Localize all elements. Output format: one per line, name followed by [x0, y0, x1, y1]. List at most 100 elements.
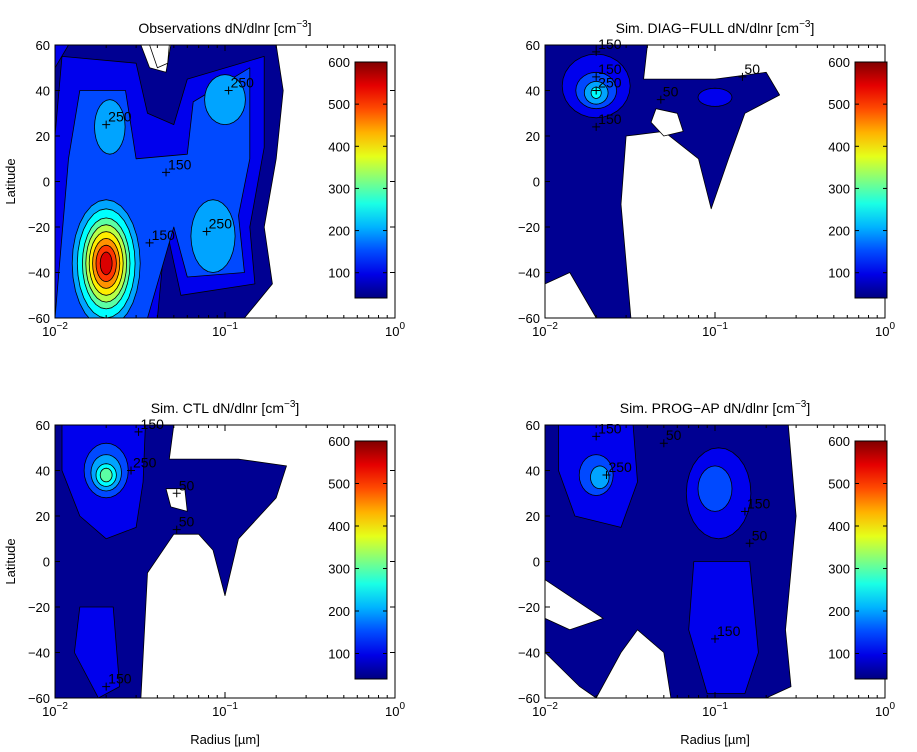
contour-gap: [545, 579, 604, 631]
contour-fills: [55, 425, 287, 698]
x-tick-label: 100: [875, 701, 895, 719]
y-tick-label: −20: [518, 600, 540, 615]
contour-fill-100: [688, 561, 759, 694]
y-tick-label: −20: [28, 220, 50, 235]
y-tick-label: 60: [36, 418, 50, 433]
contour-marker: [659, 439, 668, 448]
y-tick-label: 40: [36, 464, 50, 479]
colorbar-tick-label: 500: [828, 97, 850, 112]
contour-marker: [656, 95, 665, 104]
x-tick-label: 100: [385, 701, 405, 719]
colorbar-tick-label: 600: [828, 55, 850, 70]
y-tick-label: −20: [518, 220, 540, 235]
contour-label: 250: [608, 459, 632, 475]
contour-marker: [102, 120, 111, 129]
contour-label: 150: [141, 416, 165, 432]
contour-fills: [55, 45, 284, 318]
contour-marker: [127, 466, 136, 475]
colorbar-tick-label: 100: [828, 266, 850, 281]
contour-label: 150: [747, 495, 771, 511]
colorbar-tick-label: 100: [828, 647, 850, 662]
contour-fill-100: [74, 606, 120, 698]
contour-label: 50: [179, 514, 195, 530]
contour-marker: [592, 86, 601, 95]
y-tick-label: −40: [28, 646, 50, 661]
colorbar-tick-label: 200: [328, 224, 350, 239]
panel-title: Observations dN/dlnr [cm−3]: [138, 19, 311, 36]
contour-marker: [740, 507, 749, 516]
contour-marker: [711, 634, 719, 643]
y-axis-label: Latitude: [3, 158, 18, 204]
y-tick-label: −60: [518, 691, 540, 706]
contour-marker: [592, 122, 601, 131]
y-tick-label: 40: [36, 84, 50, 99]
y-tick-label: 60: [36, 38, 50, 53]
x-tick-label: 10−1: [702, 701, 728, 719]
contour-marker: [738, 72, 747, 81]
contour-label: 150: [152, 227, 176, 243]
y-tick-label: 20: [526, 129, 540, 144]
contour-marker: [224, 86, 233, 95]
contour-fill-200: [94, 99, 126, 155]
contour-label: 150: [717, 623, 741, 639]
colorbar-tick-label: 200: [828, 604, 850, 619]
y-tick-label: 40: [526, 84, 540, 99]
contour-label: 250: [209, 216, 233, 232]
colorbar-tick-label: 200: [328, 604, 350, 619]
y-tick-label: 60: [526, 38, 540, 53]
colorbar-tick-label: 400: [328, 139, 350, 154]
y-tick-label: 60: [526, 418, 540, 433]
colorbar-tick-label: 200: [828, 224, 850, 239]
colorbar-tick-label: 100: [328, 647, 350, 662]
colorbar-tick-label: 400: [828, 139, 850, 154]
colorbar-tick-label: 400: [328, 519, 350, 534]
colorbar: [354, 440, 388, 680]
contour-marker: [202, 227, 211, 236]
colorbar: [354, 61, 388, 299]
contour-marker: [162, 168, 171, 177]
contour-marker: [172, 525, 181, 534]
contour-label: 250: [133, 455, 157, 471]
contour-label: 150: [598, 111, 622, 127]
contour-marker: [602, 471, 611, 480]
y-tick-label: 0: [43, 555, 50, 570]
x-tick-label: 10−1: [702, 321, 728, 339]
contour-fills: [545, 425, 797, 698]
colorbar-tick-label: 600: [328, 55, 350, 70]
contour-label: 50: [663, 84, 679, 100]
colorbar-tick-label: 500: [328, 477, 350, 492]
contour-marker: [145, 238, 154, 247]
contour-fill-200: [190, 199, 236, 273]
y-tick-label: 0: [533, 555, 540, 570]
contour-fill-max: [99, 251, 113, 276]
colorbar-tick-label: 300: [828, 562, 850, 577]
colorbar-tick-label: 300: [328, 562, 350, 577]
x-tick-label: 100: [385, 321, 405, 339]
colorbar-tick-label: 300: [828, 181, 850, 196]
colorbar-tick-label: 100: [328, 266, 350, 281]
y-tick-label: 20: [526, 509, 540, 524]
contour-marker: [134, 427, 143, 436]
colorbar-tick-label: 500: [828, 477, 850, 492]
contour-label: 250: [231, 75, 255, 91]
y-tick-label: −60: [28, 311, 50, 326]
contour-marker: [592, 72, 601, 81]
y-axis-label: Latitude: [3, 538, 18, 584]
contour-label: 150: [598, 420, 622, 436]
colorbar: [854, 61, 888, 299]
panel-title: Sim. DIAG−FULL dN/dlnr [cm−3]: [616, 19, 815, 36]
contour-marker: [172, 489, 181, 498]
x-tick-label: 10−1: [212, 701, 238, 719]
contour-fill-100: [697, 87, 733, 107]
contour-marker: [745, 539, 754, 548]
contour-fill-200: [204, 74, 246, 125]
colorbar: [854, 440, 888, 680]
contour-fill-150: [697, 465, 733, 512]
contour-label: 150: [598, 36, 622, 52]
colorbar-tick-label: 500: [328, 97, 350, 112]
contour-gap: [545, 652, 597, 698]
contour-marker: [592, 47, 601, 56]
y-tick-label: −40: [28, 266, 50, 281]
